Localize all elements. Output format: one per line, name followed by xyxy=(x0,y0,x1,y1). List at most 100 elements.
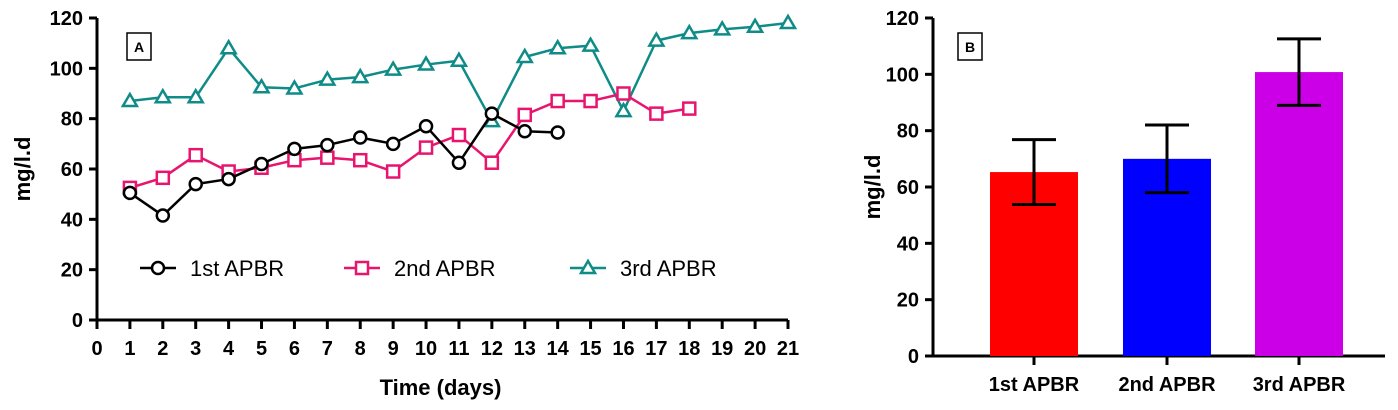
x-tick-label: 21 xyxy=(777,338,799,360)
data-point-triangle xyxy=(252,77,271,94)
legend-marker-square xyxy=(354,260,370,276)
data-point-triangle xyxy=(219,38,238,55)
data-point-triangle xyxy=(614,101,633,118)
data-point-circle xyxy=(221,171,236,187)
data-point-circle xyxy=(155,208,171,223)
x-tick-label: 0 xyxy=(91,338,102,360)
data-point-circle xyxy=(320,137,335,153)
data-point-triangle xyxy=(318,70,337,86)
data-point-triangle xyxy=(548,38,567,55)
panel-label-box xyxy=(957,32,983,61)
x-tick-label: 6 xyxy=(289,338,300,360)
x-tick-label: 7 xyxy=(322,338,333,360)
y-axis-title: mg/l.d xyxy=(10,137,35,202)
data-point-circle xyxy=(122,185,138,201)
y-tick-label: 20 xyxy=(61,260,83,282)
series-line xyxy=(129,92,690,190)
data-point-triangle xyxy=(778,13,798,30)
y-tick-label: 40 xyxy=(897,233,919,255)
y-axis-title: mg/l.d xyxy=(860,155,885,220)
data-point-triangle xyxy=(416,55,436,71)
y-tick-label: 80 xyxy=(897,121,919,143)
y-tick-label: 0 xyxy=(908,346,919,368)
y-tick-label: 60 xyxy=(897,177,919,199)
data-point-triangle xyxy=(680,23,699,40)
x-tick-label: 4 xyxy=(223,338,235,360)
x-tick-label: 14 xyxy=(547,338,570,360)
y-tick-label: 120 xyxy=(50,8,83,30)
y-tick-label: 20 xyxy=(897,290,919,312)
x-tick-label: 9 xyxy=(388,338,399,360)
data-point-square xyxy=(616,86,631,101)
data-point-circle xyxy=(254,156,269,172)
x-tick-label: 19 xyxy=(711,338,733,360)
panel-label-a: A xyxy=(134,39,144,55)
y-tick-label: 60 xyxy=(61,159,83,181)
data-point-square xyxy=(352,152,368,168)
data-point-circle xyxy=(550,125,565,140)
data-point-triangle xyxy=(713,19,732,36)
data-point-circle xyxy=(517,124,533,139)
panel-label-box xyxy=(126,32,152,61)
x-tick-label: 3 xyxy=(190,338,201,360)
x-tick-label: 8 xyxy=(355,338,366,360)
data-point-triangle xyxy=(186,87,205,104)
data-point-triangle xyxy=(285,78,304,95)
x-tick-label: 18 xyxy=(678,338,700,360)
data-point-circle xyxy=(418,118,434,134)
legend-label: 1st APBR xyxy=(190,256,284,281)
data-point-square xyxy=(385,164,401,179)
x-tick-label: 20 xyxy=(744,338,766,360)
x-tick-label: 3rd APBR xyxy=(1253,374,1346,396)
data-point-circle xyxy=(385,136,401,152)
data-point-triangle xyxy=(153,87,172,104)
y-tick-label: 80 xyxy=(61,109,83,131)
data-point-circle xyxy=(451,155,467,170)
x-axis-title: Time (days) xyxy=(380,375,502,400)
data-point-square xyxy=(484,155,500,170)
y-tick-label: 0 xyxy=(72,310,83,332)
data-point-square xyxy=(188,147,203,163)
x-tick-label: 1 xyxy=(124,338,135,360)
y-tick-label: 100 xyxy=(886,64,919,86)
data-point-square xyxy=(418,140,434,155)
y-tick-label: 40 xyxy=(61,209,83,231)
data-point-triangle xyxy=(581,36,600,52)
legend-label: 2nd APBR xyxy=(394,256,496,281)
data-point-triangle xyxy=(515,47,534,64)
data-point-circle xyxy=(287,141,302,157)
data-point-circle xyxy=(188,176,203,192)
y-tick-label: 120 xyxy=(886,8,919,30)
y-tick-label: 100 xyxy=(50,58,83,80)
data-point-circle xyxy=(352,130,368,145)
data-point-square xyxy=(583,93,598,109)
x-tick-label: 13 xyxy=(514,338,536,360)
data-point-circle xyxy=(484,106,500,121)
data-point-triangle xyxy=(449,51,469,68)
x-tick-label: 16 xyxy=(612,338,634,360)
x-tick-label: 17 xyxy=(645,338,667,360)
data-point-triangle xyxy=(383,60,403,76)
panel-label-b: B xyxy=(965,39,975,55)
data-point-square xyxy=(320,150,335,165)
bar-chart-panel-b: 0 20 40 60 80 100 120 mg/l.d B 1st APBR 2nd APBR 3r… xyxy=(860,8,1385,396)
data-point-triangle xyxy=(120,91,140,108)
x-tick-label: 2 xyxy=(157,338,168,360)
legend-marker-triangle xyxy=(578,258,598,275)
data-point-triangle xyxy=(351,67,370,84)
data-point-square xyxy=(649,106,664,121)
x-tick-label: 2nd APBR xyxy=(1118,374,1216,396)
legend-label: 3rd APBR xyxy=(620,256,717,281)
legend-marker-circle xyxy=(150,260,166,276)
x-tick-label: 1st APBR xyxy=(989,374,1080,396)
x-tick-label: 10 xyxy=(415,338,437,360)
x-tick-label: 12 xyxy=(481,338,503,360)
data-point-square xyxy=(155,170,171,186)
data-point-square xyxy=(451,127,467,143)
data-point-square xyxy=(682,101,697,116)
data-point-triangle xyxy=(745,17,765,34)
data-point-square xyxy=(517,107,533,123)
data-point-square xyxy=(550,93,565,109)
x-tick-label: 15 xyxy=(579,338,601,360)
